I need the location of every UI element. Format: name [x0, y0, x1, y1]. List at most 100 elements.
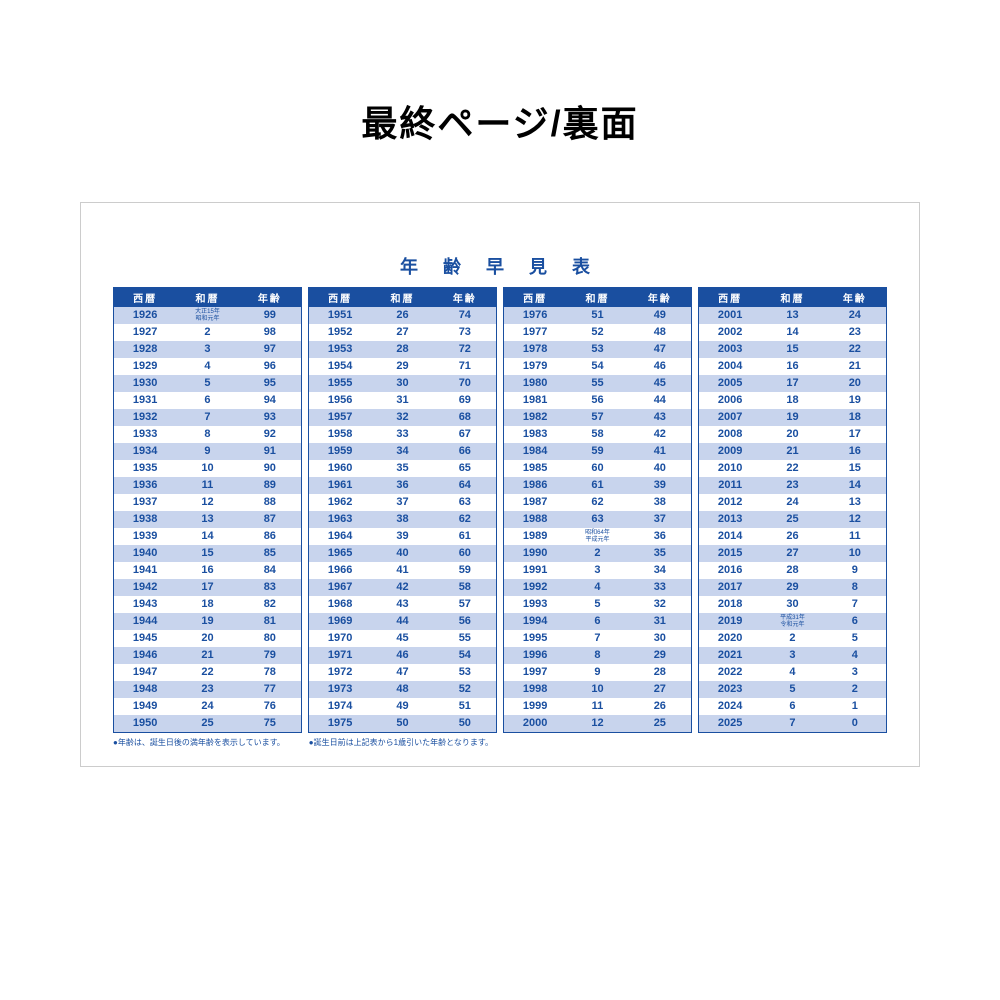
cell-year: 1954 [309, 361, 371, 372]
cell-year: 1956 [309, 395, 371, 406]
cell-age: 63 [434, 497, 496, 508]
cell-year: 2017 [699, 582, 761, 593]
table-row: 202134 [699, 647, 886, 664]
cell-year: 1994 [504, 616, 566, 627]
cell-age: 41 [629, 446, 691, 457]
cell-wareki: 20 [761, 429, 823, 440]
table-row: 19856040 [504, 460, 691, 477]
cell-wareki: 29 [371, 361, 433, 372]
table-row: 19724753 [309, 664, 496, 681]
header-cell: 西暦 [504, 288, 566, 307]
cell-age: 36 [629, 531, 691, 542]
table-row: 19744951 [309, 698, 496, 715]
cell-age: 83 [239, 582, 301, 593]
cell-age: 79 [239, 650, 301, 661]
table-row: 19573268 [309, 409, 496, 426]
cell-age: 77 [239, 684, 301, 695]
cell-age: 13 [824, 497, 886, 508]
table-row: 1995730 [504, 630, 691, 647]
table-row: 1996829 [504, 647, 691, 664]
cell-year: 1974 [309, 701, 371, 712]
table-row: 19351090 [114, 460, 301, 477]
cell-wareki: 5 [566, 599, 628, 610]
cell-wareki: 58 [566, 429, 628, 440]
table-row: 1931694 [114, 392, 301, 409]
table-row: 1989昭和64年 平成元年36 [504, 528, 691, 545]
cell-wareki: 36 [371, 480, 433, 491]
cell-wareki: 40 [371, 548, 433, 559]
cell-age: 19 [824, 395, 886, 406]
cell-year: 2024 [699, 701, 761, 712]
cell-age: 46 [629, 361, 691, 372]
cell-age: 5 [824, 633, 886, 644]
cell-age: 32 [629, 599, 691, 610]
cell-wareki: 22 [176, 667, 238, 678]
cell-year: 1951 [309, 310, 371, 321]
table-row: 19785347 [504, 341, 691, 358]
cell-year: 1991 [504, 565, 566, 576]
cell-age: 72 [434, 344, 496, 355]
cell-year: 2001 [699, 310, 761, 321]
cell-wareki: 15 [761, 344, 823, 355]
cell-year: 1953 [309, 344, 371, 355]
cell-year: 1969 [309, 616, 371, 627]
cell-year: 1930 [114, 378, 176, 389]
table-row: 19421783 [114, 579, 301, 596]
cell-age: 16 [824, 446, 886, 457]
cell-wareki: 38 [371, 514, 433, 525]
cell-year: 1993 [504, 599, 566, 610]
cell-year: 2008 [699, 429, 761, 440]
table-row: 1994631 [504, 613, 691, 630]
cell-year: 1978 [504, 344, 566, 355]
cell-wareki: 6 [761, 701, 823, 712]
cell-age: 7 [824, 599, 886, 610]
cell-year: 2000 [504, 718, 566, 729]
cell-wareki: 8 [176, 429, 238, 440]
table-row: 19381387 [114, 511, 301, 528]
cell-age: 94 [239, 395, 301, 406]
header-cell: 和暦 [761, 288, 823, 307]
cell-wareki: 18 [761, 395, 823, 406]
table-row: 19482377 [114, 681, 301, 698]
cell-year: 1942 [114, 582, 176, 593]
cell-wareki: 27 [371, 327, 433, 338]
cell-age: 29 [629, 650, 691, 661]
cell-wareki: 24 [761, 497, 823, 508]
cell-year: 1963 [309, 514, 371, 525]
cell-year: 2005 [699, 378, 761, 389]
cell-year: 1988 [504, 514, 566, 525]
cell-wareki: 45 [371, 633, 433, 644]
cell-age: 9 [824, 565, 886, 576]
cell-wareki: 34 [371, 446, 433, 457]
table-title: 年 齢 早 見 表 [113, 253, 887, 279]
cell-wareki: 11 [176, 480, 238, 491]
cell-age: 75 [239, 718, 301, 729]
cell-year: 2012 [699, 497, 761, 508]
cell-year: 2023 [699, 684, 761, 695]
cell-year: 1937 [114, 497, 176, 508]
table-row: 202025 [699, 630, 886, 647]
cell-wareki: 3 [566, 565, 628, 576]
cell-year: 1977 [504, 327, 566, 338]
cell-year: 2010 [699, 463, 761, 474]
cell-age: 8 [824, 582, 886, 593]
cell-year: 1982 [504, 412, 566, 423]
cell-wareki: 23 [761, 480, 823, 491]
cell-wareki: 29 [761, 582, 823, 593]
cell-age: 76 [239, 701, 301, 712]
cell-wareki: 9 [176, 446, 238, 457]
cell-year: 2004 [699, 361, 761, 372]
table-row: 19643961 [309, 528, 496, 545]
cell-year: 1949 [114, 701, 176, 712]
cell-year: 1971 [309, 650, 371, 661]
cell-wareki: 43 [371, 599, 433, 610]
cell-year: 1992 [504, 582, 566, 593]
cell-age: 67 [434, 429, 496, 440]
table-row: 19553070 [309, 375, 496, 392]
cell-year: 1936 [114, 480, 176, 491]
cell-wareki: 7 [566, 633, 628, 644]
cell-wareki: 16 [176, 565, 238, 576]
cell-age: 28 [629, 667, 691, 678]
cell-year: 1929 [114, 361, 176, 372]
page-title: 最終ページ/裏面 [361, 95, 638, 147]
